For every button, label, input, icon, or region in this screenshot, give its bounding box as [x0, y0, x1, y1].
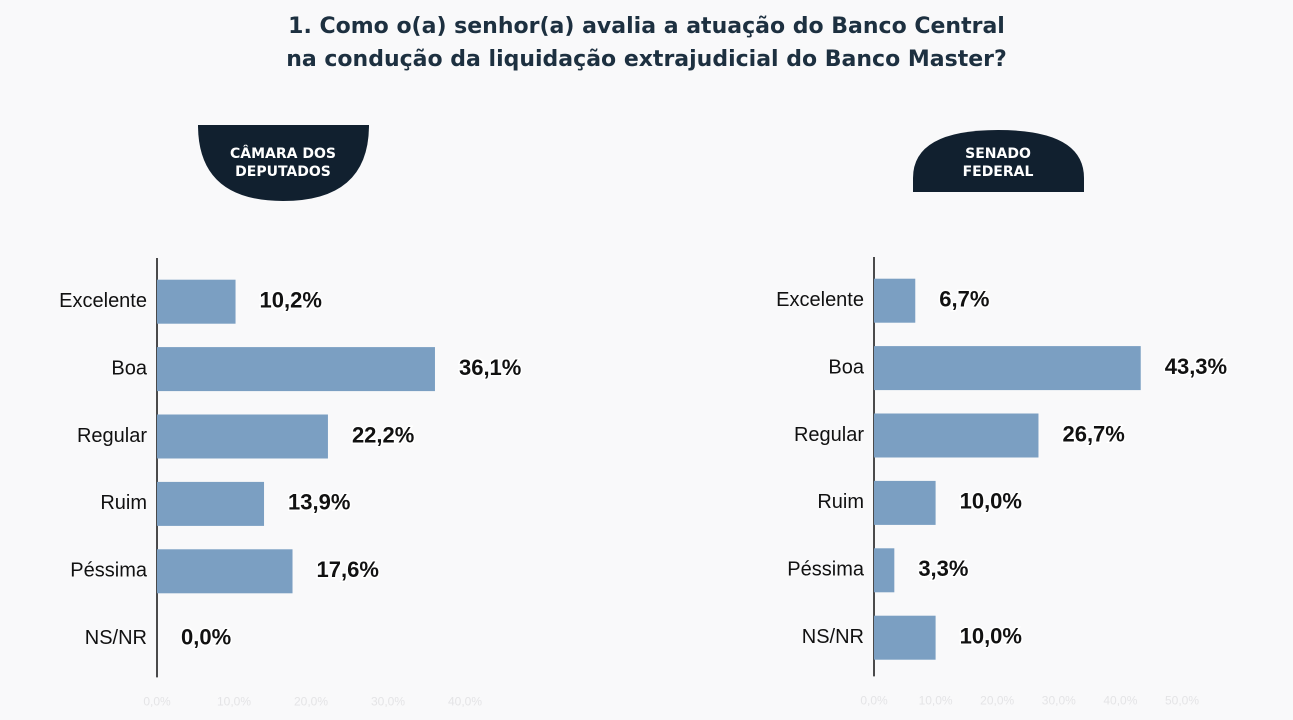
category-label: NS/NR [802, 626, 864, 648]
x-tick-label: 10,0% [217, 695, 251, 709]
badge-shape [198, 125, 369, 201]
page-title: 1. Como o(a) senhor(a) avalia a atuação … [286, 14, 1007, 72]
category-label: Péssima [787, 559, 865, 581]
chart-subtitle: SENADO FEDERAL [962, 146, 1034, 180]
x-tick-label: 30,0% [1042, 694, 1076, 708]
bar [874, 346, 1141, 391]
value-label: 26,7% [1062, 421, 1124, 446]
category-label: Péssima [70, 560, 148, 582]
bar [157, 481, 265, 526]
category-label: Excelente [776, 289, 864, 311]
badge-shape [913, 130, 1084, 192]
category-label: Regular [77, 425, 147, 447]
bar [874, 480, 936, 525]
value-label: 3,3% [918, 556, 968, 581]
value-label: 17,6% [317, 557, 379, 582]
category-label: Boa [111, 357, 147, 379]
value-label: 10,2% [260, 288, 322, 313]
value-label: 10,0% [960, 489, 1022, 514]
x-tick-label: 0,0% [860, 694, 888, 708]
bar [874, 278, 916, 323]
bar [874, 615, 936, 660]
category-label: Excelente [59, 290, 147, 312]
x-tick-label: 10,0% [919, 694, 953, 708]
bar [157, 347, 435, 392]
x-tick-label: 30,0% [371, 695, 405, 709]
x-tick-label: 40,0% [1103, 694, 1137, 708]
bar [157, 279, 236, 324]
value-label: 6,7% [939, 287, 989, 312]
category-label: Boa [828, 356, 864, 378]
category-label: Ruim [817, 491, 864, 513]
bar [874, 548, 895, 593]
value-label: 0,0% [181, 625, 231, 650]
value-label: 10,0% [960, 624, 1022, 649]
chart-subtitle: CÂMARA DOS DEPUTADOS [230, 146, 336, 180]
value-label: 36,1% [459, 355, 521, 380]
value-label: 43,3% [1165, 354, 1227, 379]
x-tick-label: 0,0% [143, 695, 171, 709]
bar [157, 414, 328, 459]
x-tick-label: 20,0% [980, 694, 1014, 708]
bar [874, 413, 1039, 458]
category-label: NS/NR [85, 627, 147, 649]
value-label: 22,2% [352, 422, 414, 447]
value-label: 13,9% [288, 490, 350, 515]
x-tick-label: 50,0% [1165, 694, 1199, 708]
x-tick-label: 20,0% [294, 695, 328, 709]
category-label: Regular [794, 424, 864, 446]
bar [157, 549, 293, 594]
category-label: Ruim [100, 492, 147, 514]
x-tick-label: 40,0% [448, 695, 482, 709]
